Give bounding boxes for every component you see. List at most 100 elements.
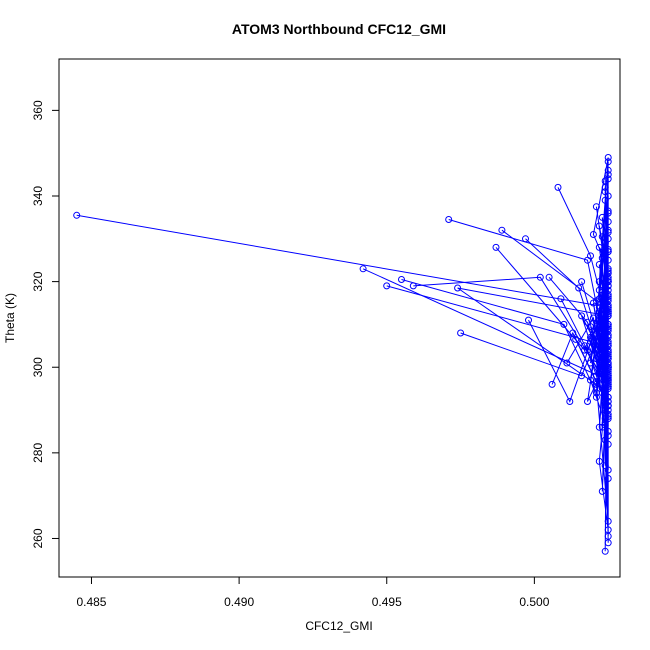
data-point xyxy=(604,218,612,226)
data-point xyxy=(584,398,591,405)
data-point xyxy=(589,340,597,348)
y-axis-label: Theta (K) xyxy=(3,293,17,343)
data-point xyxy=(604,323,612,331)
data-point xyxy=(604,374,612,382)
data-point xyxy=(492,243,500,251)
data-point xyxy=(601,421,609,429)
data-point xyxy=(536,273,544,281)
data-point xyxy=(598,213,606,221)
x-tick-label: 0.485 xyxy=(76,595,106,609)
data-point xyxy=(604,154,612,161)
data-point xyxy=(604,171,612,179)
data-point xyxy=(595,457,603,465)
data-point xyxy=(601,239,609,247)
data-point xyxy=(604,325,612,333)
data-point xyxy=(598,350,606,358)
data-point xyxy=(592,378,600,386)
data-point xyxy=(604,383,612,390)
data-point xyxy=(604,327,612,335)
data-point xyxy=(601,338,609,345)
y-tick-label: 300 xyxy=(31,357,45,377)
data-point xyxy=(601,333,609,341)
data-point xyxy=(545,273,553,281)
data-point xyxy=(589,314,597,322)
data-point xyxy=(587,252,594,260)
data-point xyxy=(569,329,577,337)
data-point xyxy=(498,226,506,234)
data-point xyxy=(604,207,612,215)
data-point xyxy=(589,331,597,339)
data-point xyxy=(604,158,612,166)
chart-title: ATOM3 Northbound CFC12_GMI xyxy=(232,21,446,37)
series-line-2 xyxy=(386,285,609,402)
data-point xyxy=(604,248,612,256)
data-point xyxy=(398,276,405,283)
data-point xyxy=(575,284,583,292)
data-point xyxy=(598,487,606,495)
data-point xyxy=(601,188,609,196)
data-point xyxy=(604,278,612,286)
data-point xyxy=(595,370,603,378)
data-point xyxy=(445,216,453,223)
series-lines xyxy=(76,157,610,552)
data-point xyxy=(604,209,612,217)
data-point xyxy=(604,432,612,440)
y-tick-label: 340 xyxy=(31,186,45,206)
data-point xyxy=(592,346,600,354)
y-axis: 260 280 300 320 340 360 xyxy=(31,100,60,548)
y-tick-label: 260 xyxy=(31,528,45,548)
data-point xyxy=(525,316,532,324)
data-point xyxy=(604,286,612,294)
x-axis-label: CFC12_GMI xyxy=(305,619,372,633)
data-point xyxy=(601,389,609,397)
data-point xyxy=(601,342,609,350)
data-point xyxy=(457,329,465,337)
data-point xyxy=(604,355,612,363)
data-point xyxy=(592,393,600,401)
data-point xyxy=(581,346,589,354)
data-point xyxy=(598,361,606,369)
data-point xyxy=(604,228,612,236)
x-tick-label: 0.490 xyxy=(224,595,254,609)
data-point xyxy=(598,233,606,241)
data-point xyxy=(554,183,562,191)
data-point xyxy=(566,398,574,405)
data-point xyxy=(595,303,603,311)
data-point xyxy=(563,359,571,367)
data-point xyxy=(604,166,612,174)
data-point xyxy=(383,282,391,290)
data-point xyxy=(595,308,603,316)
data-point xyxy=(592,389,600,397)
data-point xyxy=(604,466,612,474)
data-point xyxy=(584,346,591,354)
data-point xyxy=(359,265,367,273)
y-tick-label: 280 xyxy=(31,443,45,463)
data-point xyxy=(595,423,603,431)
data-point xyxy=(587,359,594,367)
data-point xyxy=(595,286,603,294)
data-point xyxy=(598,348,606,356)
data-point xyxy=(584,318,591,326)
data-point xyxy=(604,365,612,373)
data-point xyxy=(604,363,612,371)
x-tick-label: 0.495 xyxy=(372,595,402,609)
data-point xyxy=(587,376,594,384)
data-point xyxy=(604,532,612,540)
data-point xyxy=(604,269,612,277)
data-point xyxy=(601,547,609,555)
data-point xyxy=(572,335,580,343)
data-point xyxy=(604,265,612,273)
data-point xyxy=(604,475,612,482)
x-tick-label: 0.500 xyxy=(519,595,549,609)
data-point xyxy=(604,312,612,320)
y-tick-label: 320 xyxy=(31,271,45,291)
data-point xyxy=(604,517,612,525)
y-tick-label: 360 xyxy=(31,100,45,120)
data-point xyxy=(601,393,609,401)
data-point xyxy=(595,316,603,324)
data-point xyxy=(578,372,586,380)
data-point xyxy=(604,427,612,435)
data-point xyxy=(592,297,600,305)
series-line-20 xyxy=(601,180,609,282)
